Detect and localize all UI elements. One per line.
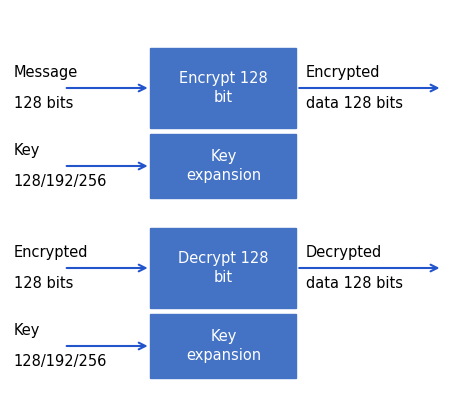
Text: 128 bits: 128 bits xyxy=(14,96,73,111)
Text: 128/192/256: 128/192/256 xyxy=(14,354,107,369)
Text: Decrypted: Decrypted xyxy=(305,245,381,260)
Text: Message: Message xyxy=(14,65,78,80)
Text: 128/192/256: 128/192/256 xyxy=(14,174,107,189)
Bar xyxy=(150,48,296,128)
Text: Key
expansion: Key expansion xyxy=(186,329,260,364)
Text: data 128 bits: data 128 bits xyxy=(305,276,402,291)
Text: data 128 bits: data 128 bits xyxy=(305,96,402,111)
Bar xyxy=(150,134,296,198)
Text: Encrypted: Encrypted xyxy=(305,65,379,80)
Text: Encrypted: Encrypted xyxy=(14,245,88,260)
Text: Key
expansion: Key expansion xyxy=(186,148,260,183)
Text: Decrypt 128
bit: Decrypt 128 bit xyxy=(178,250,268,286)
Text: Key: Key xyxy=(14,143,40,158)
Text: 128 bits: 128 bits xyxy=(14,276,73,291)
Bar xyxy=(150,314,296,378)
Text: Encrypt 128
bit: Encrypt 128 bit xyxy=(179,70,267,105)
Text: Key: Key xyxy=(14,323,40,338)
Bar xyxy=(150,228,296,308)
